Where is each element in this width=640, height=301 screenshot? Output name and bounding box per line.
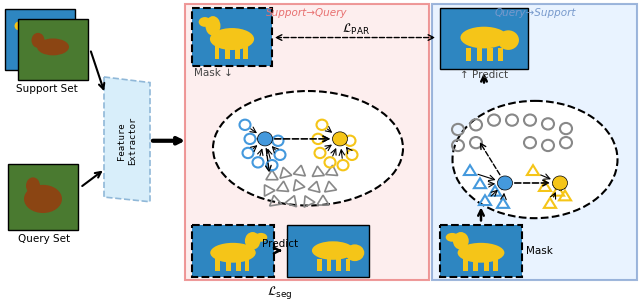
Bar (5, 9, 75, 70)
Text: Predict: Predict (262, 239, 298, 249)
Ellipse shape (458, 243, 504, 263)
Bar (474, 259, 479, 271)
Bar (317, 259, 322, 271)
Text: Query Set: Query Set (18, 234, 70, 244)
Text: Support→Query: Support→Query (266, 8, 348, 17)
Text: ↑ Predict: ↑ Predict (460, 70, 508, 80)
Bar (192, 225, 274, 277)
Bar (346, 259, 350, 271)
Bar (326, 259, 332, 271)
Bar (8, 164, 78, 230)
Bar (243, 45, 248, 59)
Bar (236, 259, 241, 271)
Bar (35, 48, 38, 60)
Bar (488, 48, 493, 61)
Bar (225, 45, 230, 59)
Bar (214, 45, 220, 59)
Bar (27, 48, 30, 60)
Circle shape (552, 176, 568, 190)
Bar (466, 48, 472, 61)
Text: $\mathcal{L}_{\rm PAR}$: $\mathcal{L}_{\rm PAR}$ (342, 21, 370, 37)
Bar (42, 48, 46, 60)
Ellipse shape (452, 101, 618, 218)
Ellipse shape (37, 39, 69, 55)
Bar (440, 225, 522, 277)
Text: Feature
Extractor: Feature Extractor (117, 116, 137, 165)
Ellipse shape (198, 17, 211, 27)
Bar (493, 259, 498, 271)
Bar (463, 259, 468, 271)
Ellipse shape (312, 241, 354, 260)
Bar (235, 45, 240, 59)
Ellipse shape (453, 232, 468, 250)
Bar (185, 4, 429, 280)
Ellipse shape (255, 233, 268, 242)
Bar (440, 8, 528, 69)
Text: Mask: Mask (526, 246, 553, 256)
Ellipse shape (31, 33, 45, 48)
Bar (18, 19, 88, 80)
Ellipse shape (24, 185, 62, 213)
Text: Mask ↓: Mask ↓ (194, 67, 233, 78)
Ellipse shape (23, 32, 57, 52)
Text: Query→Support: Query→Support (494, 8, 576, 17)
Ellipse shape (20, 20, 31, 39)
Ellipse shape (245, 232, 260, 250)
Text: $\mathcal{L}_{\rm seg}$: $\mathcal{L}_{\rm seg}$ (268, 284, 292, 301)
Ellipse shape (498, 30, 519, 50)
Bar (192, 8, 272, 66)
Bar (226, 259, 230, 271)
Ellipse shape (210, 28, 254, 50)
Bar (432, 4, 637, 280)
Ellipse shape (211, 243, 256, 263)
Text: Support Set: Support Set (16, 83, 78, 94)
Bar (498, 48, 504, 61)
Circle shape (497, 176, 513, 190)
Bar (49, 48, 52, 60)
Circle shape (333, 132, 348, 146)
Ellipse shape (205, 16, 220, 36)
Bar (215, 259, 220, 271)
Ellipse shape (460, 27, 508, 48)
Bar (287, 225, 369, 277)
Polygon shape (104, 77, 150, 202)
Circle shape (257, 132, 273, 146)
Bar (477, 48, 482, 61)
Bar (244, 259, 250, 271)
Bar (484, 259, 490, 271)
Ellipse shape (345, 244, 364, 261)
Ellipse shape (213, 91, 403, 206)
Ellipse shape (15, 21, 24, 30)
Bar (336, 259, 341, 271)
Ellipse shape (26, 177, 40, 194)
Ellipse shape (445, 233, 459, 242)
